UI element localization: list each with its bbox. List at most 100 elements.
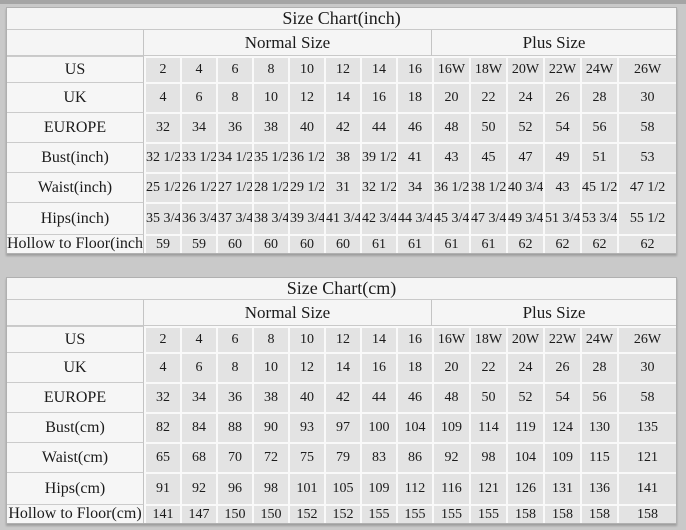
data-cell: 155 xyxy=(360,504,396,523)
data-cell: 75 xyxy=(288,442,324,472)
data-cell: 88 xyxy=(216,412,252,442)
data-cell: 12 xyxy=(288,82,324,112)
data-cell: 121 xyxy=(617,442,677,472)
data-cell: 92 xyxy=(432,442,469,472)
data-cell: 32 xyxy=(144,382,180,412)
row-label: UK xyxy=(7,352,144,382)
data-cell: 20W xyxy=(506,326,543,352)
data-cell: 38 xyxy=(252,382,288,412)
size-charts-page: Size Chart(inch) Normal Size Plus Size US 2 4… xyxy=(0,4,686,524)
data-cell: 54 xyxy=(543,382,580,412)
table-row: Bust(inch) 32 1/2 33 1/2 34 1/2 35 1/2 36 1/2… xyxy=(7,142,677,172)
data-cell: 43 xyxy=(432,142,469,172)
data-cell: 8 xyxy=(216,82,252,112)
data-cell: 116 xyxy=(432,472,469,504)
data-cell: 43 xyxy=(543,172,580,202)
data-cell: 121 xyxy=(469,472,506,504)
data-cell: 109 xyxy=(543,442,580,472)
data-cell: 16 xyxy=(360,352,396,382)
data-cell: 158 xyxy=(543,504,580,523)
data-cell: 155 xyxy=(396,504,432,523)
table-row: Bust(cm) 82 84 88 90 93 97 100 104 109 114 119 124 13… xyxy=(7,412,677,442)
data-cell: 14 xyxy=(360,56,396,82)
data-cell: 91 xyxy=(144,472,180,504)
group-header-normal-size: Normal Size xyxy=(144,300,432,326)
data-cell: 59 xyxy=(180,234,216,253)
data-cell: 44 3/4 xyxy=(396,202,432,234)
data-cell: 68 xyxy=(180,442,216,472)
data-cell: 30 xyxy=(617,352,677,382)
data-cell: 58 xyxy=(617,112,677,142)
data-cell: 6 xyxy=(180,352,216,382)
data-cell: 42 xyxy=(324,112,360,142)
data-cell: 44 xyxy=(360,382,396,412)
data-cell: 51 xyxy=(580,142,617,172)
data-cell: 22 xyxy=(469,82,506,112)
table-row: Hollow to Floor(inch) 59 59 60 60 60 60 61 61 61 6… xyxy=(7,234,677,253)
corner-cell xyxy=(7,300,144,326)
row-label: Hollow to Floor(cm) xyxy=(7,504,144,523)
data-cell: 70 xyxy=(216,442,252,472)
data-cell: 20 xyxy=(432,82,469,112)
data-cell: 62 xyxy=(506,234,543,253)
data-cell: 40 xyxy=(288,382,324,412)
data-cell: 47 xyxy=(506,142,543,172)
data-cell: 100 xyxy=(360,412,396,442)
data-cell: 4 xyxy=(144,82,180,112)
data-cell: 130 xyxy=(580,412,617,442)
data-cell: 124 xyxy=(543,412,580,442)
data-cell: 34 1/2 xyxy=(216,142,252,172)
table-row: Hollow to Floor(cm) 141 147 150 150 152 152 155… xyxy=(7,504,677,523)
data-cell: 155 xyxy=(469,504,506,523)
data-cell: 136 xyxy=(580,472,617,504)
data-cell: 22W xyxy=(543,56,580,82)
table-row: Hips(inch) 35 3/4 36 3/4 37 3/4 38 3/4 39 3/4… xyxy=(7,202,677,234)
size-chart-inch-table: Size Chart(inch) Normal Size Plus Size US 2 4… xyxy=(6,7,678,254)
data-cell: 36 1/2 xyxy=(432,172,469,202)
group-header-plus-size: Plus Size xyxy=(432,300,677,326)
data-cell: 86 xyxy=(396,442,432,472)
data-cell: 119 xyxy=(506,412,543,442)
data-cell: 62 xyxy=(580,234,617,253)
data-cell: 52 xyxy=(506,112,543,142)
row-label: US xyxy=(7,326,144,352)
data-cell: 109 xyxy=(432,412,469,442)
data-cell: 53 3/4 xyxy=(580,202,617,234)
data-cell: 22W xyxy=(543,326,580,352)
group-header-plus-size: Plus Size xyxy=(432,30,677,56)
data-cell: 104 xyxy=(506,442,543,472)
corner-cell xyxy=(7,30,144,56)
data-cell: 61 xyxy=(396,234,432,253)
data-cell: 53 xyxy=(617,142,677,172)
data-cell: 25 1/2 xyxy=(144,172,180,202)
data-cell: 46 xyxy=(396,112,432,142)
data-cell: 82 xyxy=(144,412,180,442)
data-cell: 141 xyxy=(144,504,180,523)
data-cell: 56 xyxy=(580,382,617,412)
data-cell: 58 xyxy=(617,382,677,412)
data-cell: 28 xyxy=(580,352,617,382)
data-cell: 59 xyxy=(144,234,180,253)
data-cell: 14 xyxy=(360,326,396,352)
table-row: EUROPE 32 34 36 38 40 42 44 46 48 50 52 54 56 58 xyxy=(7,382,677,412)
row-label: EUROPE xyxy=(7,112,144,142)
data-cell: 150 xyxy=(216,504,252,523)
data-cell: 60 xyxy=(252,234,288,253)
data-cell: 26 xyxy=(543,352,580,382)
row-label: Bust(cm) xyxy=(7,412,144,442)
data-cell: 72 xyxy=(252,442,288,472)
data-cell: 26W xyxy=(617,56,677,82)
data-cell: 42 xyxy=(324,382,360,412)
data-cell: 135 xyxy=(617,412,677,442)
data-cell: 41 3/4 xyxy=(324,202,360,234)
row-label: Waist(cm) xyxy=(7,442,144,472)
data-cell: 52 xyxy=(506,382,543,412)
data-cell: 12 xyxy=(324,56,360,82)
data-cell: 37 3/4 xyxy=(216,202,252,234)
table-row: US 2 4 6 8 10 12 14 16 16W 18W 20W 22W 24W 26W xyxy=(7,56,677,82)
row-label: Hips(inch) xyxy=(7,202,144,234)
data-cell: 35 1/2 xyxy=(252,142,288,172)
data-cell: 47 1/2 xyxy=(617,172,677,202)
data-cell: 26 xyxy=(543,82,580,112)
data-cell: 44 xyxy=(360,112,396,142)
